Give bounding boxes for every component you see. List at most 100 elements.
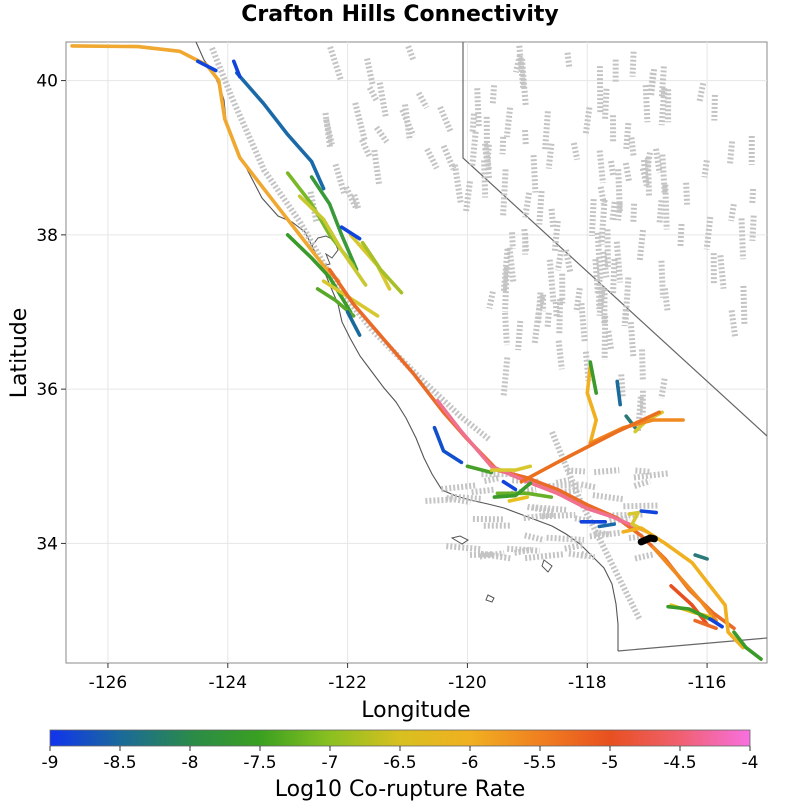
background-fault (489, 85, 498, 105)
background-fault (728, 203, 737, 222)
background-fault (609, 201, 618, 221)
background-fault (622, 162, 632, 182)
background-fault (738, 218, 747, 260)
background-fault (593, 467, 620, 476)
background-fault (500, 357, 511, 398)
background-fault (609, 514, 631, 525)
background-fault (623, 502, 659, 510)
y-axis-ticks: 34 36 38 40 (36, 72, 66, 554)
background-fault (506, 247, 517, 283)
colorbar-ticks: -9 -8.5 -8 -7.5 -7 -6.5 -6 -5.5 -5 -4.5 -4 (42, 746, 758, 773)
background-fault (597, 186, 607, 205)
background-fault (701, 159, 710, 178)
background-fault (424, 147, 440, 170)
background-fault (658, 378, 668, 400)
background-fault (648, 72, 656, 91)
background-fault (549, 430, 643, 622)
background-fault (352, 102, 368, 142)
background-fault (696, 82, 707, 104)
background-fault (371, 149, 382, 185)
background-fault (653, 148, 663, 174)
colorbar-tick-label: -7.5 (243, 753, 276, 773)
background-fault (531, 312, 542, 344)
background-fault (416, 91, 430, 110)
background-fault (615, 202, 623, 221)
background-fault (564, 542, 584, 552)
background-fault (601, 315, 609, 360)
y-tick-label: 36 (36, 380, 58, 400)
background-fault (513, 546, 532, 556)
background-fault (502, 312, 510, 346)
background-fault (546, 259, 557, 304)
y-tick-label: 38 (36, 226, 58, 246)
colorbar-tick-label: -4.5 (663, 753, 696, 773)
background-fault (451, 164, 464, 204)
background-fault (307, 191, 320, 223)
background-fault (633, 478, 651, 489)
chart-title: Crafton Hills Connectivity (241, 2, 559, 27)
plot-area (65, 41, 768, 664)
background-fault (500, 248, 511, 293)
fault-trace (501, 479, 518, 492)
background-fault (613, 241, 624, 283)
background-fault (551, 220, 561, 254)
y-tick-label: 40 (36, 72, 58, 92)
background-fault (644, 152, 653, 171)
y-axis-label: Latitude (7, 308, 32, 399)
background-fault (582, 107, 593, 136)
x-tick-label: -122 (328, 673, 367, 693)
fault-trace (339, 225, 362, 241)
background-fault (605, 330, 615, 351)
background-fault (535, 295, 546, 314)
background-fault (592, 492, 624, 503)
fault-trace (693, 618, 718, 631)
background-fault (740, 285, 748, 326)
background-fault (322, 112, 333, 148)
background-fault (503, 107, 514, 138)
fault-trace (432, 425, 464, 465)
fault-trace (651, 545, 718, 623)
fault-trace (597, 522, 616, 529)
background-fault (512, 54, 523, 73)
fault-trace (489, 464, 533, 472)
fault-trace (588, 360, 598, 395)
colorbar-tick-label: -6 (462, 753, 479, 773)
background-fault (659, 154, 668, 195)
background-fault (568, 550, 587, 560)
background-fault (615, 169, 623, 214)
colorbar-tick-label: -8 (182, 753, 199, 773)
background-fault (536, 190, 545, 225)
fault-trace (639, 509, 658, 515)
fault-trace (495, 491, 554, 499)
background-fault (555, 340, 565, 370)
background-fault (359, 138, 373, 158)
x-axis-label: Longitude (361, 698, 470, 723)
background-fault (526, 503, 554, 515)
background-fault (644, 157, 653, 198)
background-fault (523, 532, 546, 544)
fault-trace (345, 310, 362, 337)
background-fault (515, 320, 524, 351)
background-fault (608, 160, 617, 176)
background-fault (598, 199, 608, 245)
background-fault (446, 543, 482, 553)
x-tick-label: -116 (688, 673, 727, 693)
background-fault (580, 481, 598, 491)
fault-trace (615, 379, 622, 407)
fault-trace (492, 481, 533, 499)
background-fault (592, 258, 601, 295)
background-fault (728, 310, 739, 338)
background-fault (522, 129, 529, 146)
background-fault (523, 511, 556, 522)
bay-outline (311, 235, 339, 267)
background-fault (639, 167, 650, 187)
colorbar-tick-label: -9 (42, 753, 59, 773)
fault-trace (732, 630, 763, 661)
background-fault (499, 136, 507, 155)
background-fault (639, 349, 646, 382)
background-fault (483, 474, 501, 485)
colorbar-tick-label: -5 (602, 753, 619, 773)
background-fault (469, 113, 477, 133)
background-fault (552, 301, 560, 319)
